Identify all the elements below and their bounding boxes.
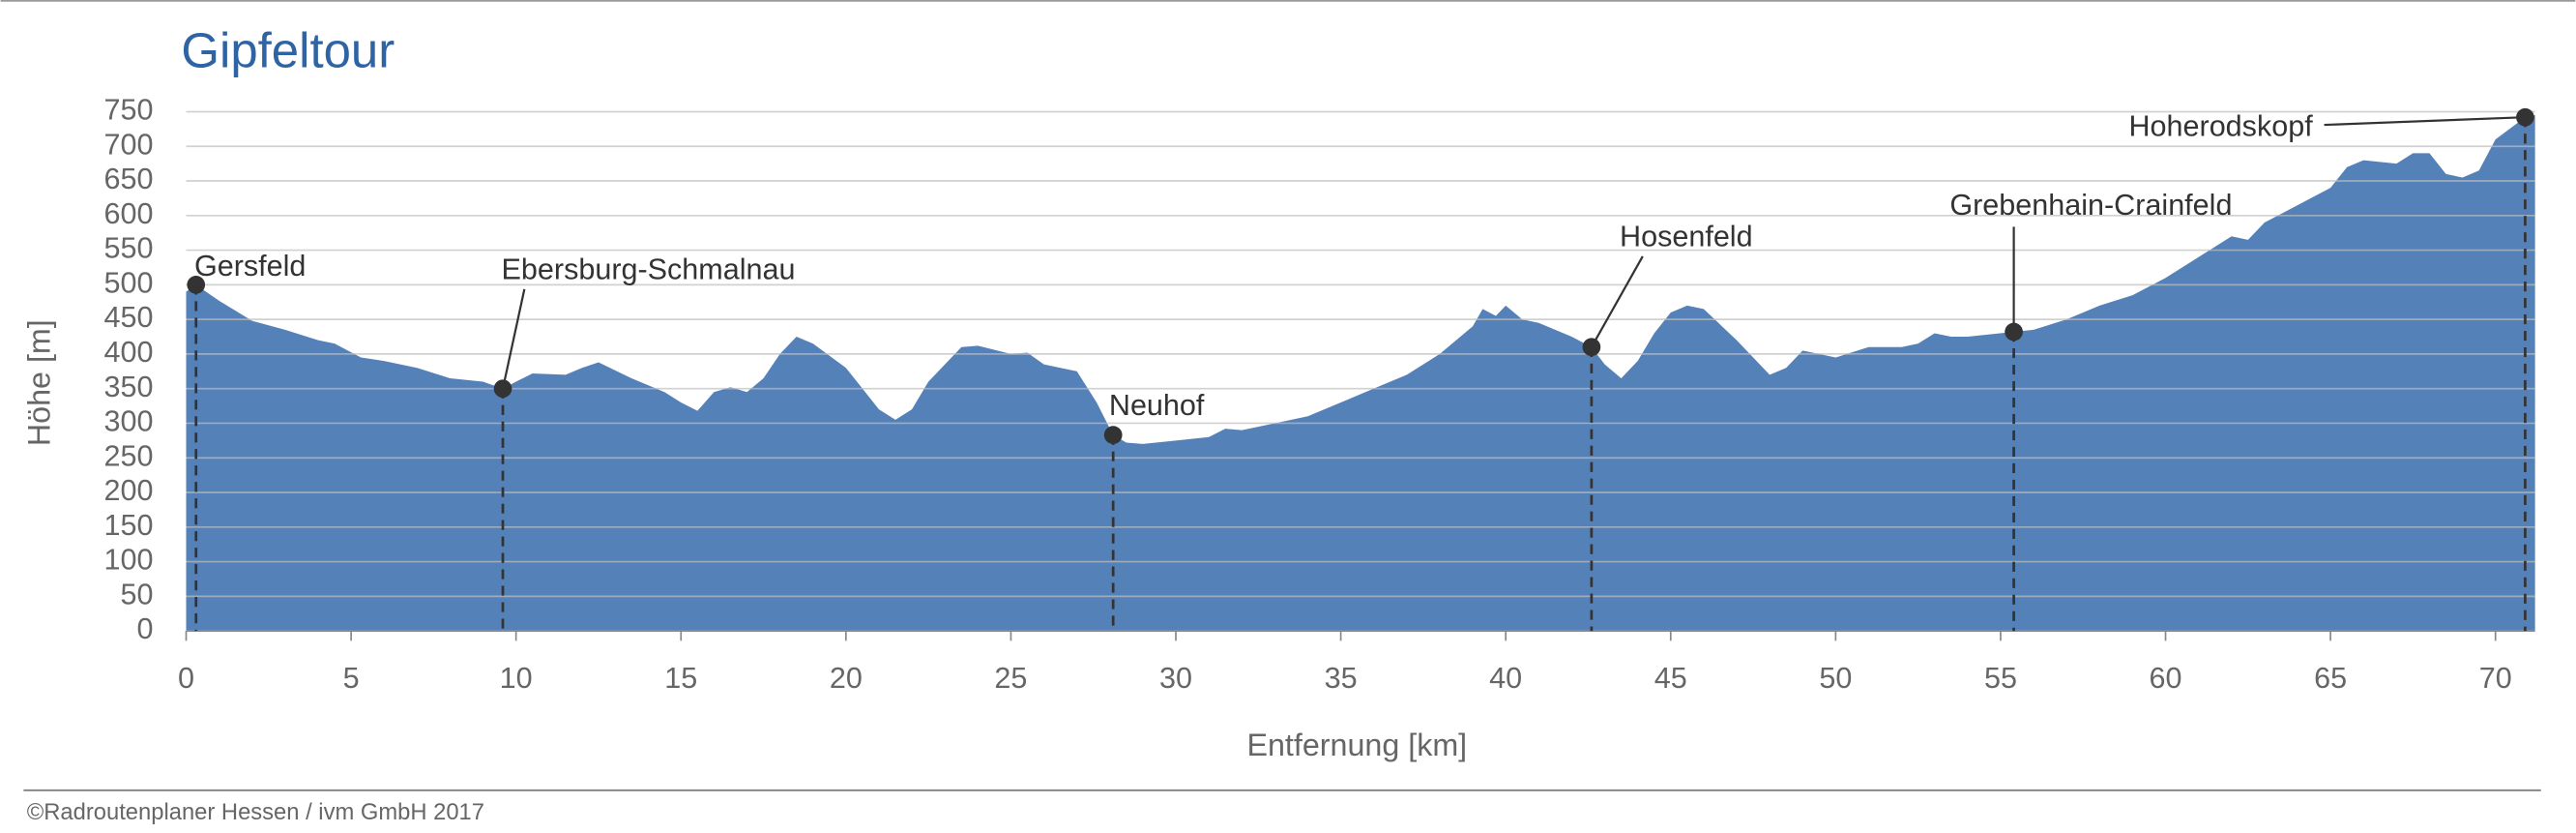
y-tick-label: 100 [104, 544, 154, 577]
y-tick-label: 600 [104, 197, 154, 230]
y-tick-label: 350 [104, 371, 154, 403]
x-tick-label: 20 [830, 662, 863, 695]
y-tick-label: 50 [121, 578, 154, 610]
waypoint-label: Neuhof [1109, 389, 1205, 422]
y-tick-label: 150 [104, 509, 154, 542]
x-tick-label: 15 [664, 662, 697, 695]
waypoint-leader [1590, 255, 1644, 348]
x-tick-label: 35 [1325, 662, 1358, 695]
y-tick-label: 400 [104, 336, 154, 369]
y-tick-label: 0 [137, 612, 154, 645]
waypoint-label: Gersfeld [194, 250, 306, 283]
waypoint-label: Ebersburg-Schmalnau [502, 253, 796, 285]
x-tick-label: 60 [2150, 662, 2182, 695]
waypoint-marker [1582, 338, 1601, 357]
waypoint-marker [493, 379, 512, 399]
elevation-area [186, 115, 2535, 632]
y-tick-label: 300 [104, 405, 154, 438]
waypoint-marker [2005, 322, 2023, 342]
x-axis-title: Entfernung [km] [1246, 728, 1467, 762]
waypoint-leader [2324, 116, 2526, 127]
waypoint-marker [187, 276, 206, 294]
waypoint-label: Grebenhain-Crainfeld [1949, 189, 2232, 222]
waypoint-marker [1103, 426, 1123, 444]
y-axis-title: Höhe [m] [22, 319, 57, 446]
footer: ©Radroutenplaner Hessen / ivm GmbH 2017 [27, 799, 484, 825]
x-tick-label: 40 [1489, 662, 1522, 695]
x-tick-label: 25 [994, 662, 1027, 695]
x-tick-label: 5 [343, 662, 360, 695]
chart-title: Gipfeltour [181, 22, 395, 77]
x-tick-label: 10 [500, 662, 533, 695]
waypoint-label: Hoherodskopf [2129, 110, 2314, 143]
x-tick-label: 50 [1819, 662, 1852, 695]
x-tick-label: 70 [2479, 662, 2512, 695]
y-tick-label: 250 [104, 439, 154, 472]
y-tick-label: 650 [104, 163, 154, 195]
y-tick-label: 700 [104, 128, 154, 161]
y-tick-label: 200 [104, 474, 154, 507]
x-tick-label: 30 [1159, 662, 1192, 695]
waypoint-marker [2516, 107, 2534, 127]
y-tick-label: 450 [104, 301, 154, 334]
x-tick-label: 45 [1654, 662, 1687, 695]
y-tick-label: 500 [104, 266, 154, 299]
y-tick-label: 550 [104, 232, 154, 265]
x-tick-label: 65 [2314, 662, 2347, 695]
waypoint-label: Hosenfeld [1620, 220, 1753, 253]
x-tick-label: 55 [1984, 662, 2017, 695]
y-tick-label: 750 [104, 94, 154, 127]
x-tick-label: 0 [178, 662, 194, 695]
waypoint-leader [501, 288, 526, 389]
